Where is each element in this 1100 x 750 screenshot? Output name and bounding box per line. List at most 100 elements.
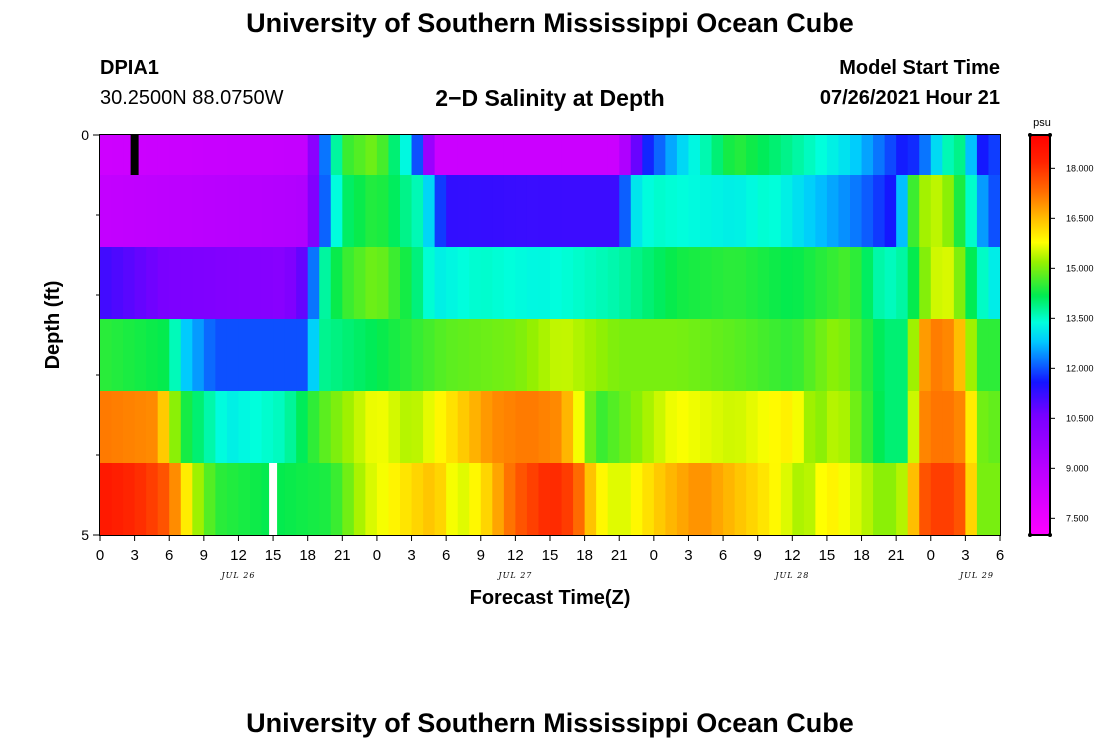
heatmap-cell [111,175,124,248]
heatmap-cell [111,463,124,536]
heatmap-cell [353,391,366,464]
heatmap-cell [492,175,505,248]
date-label: JUL 27 [496,571,532,580]
colorbar-segment [1030,283,1050,286]
colorbar-segment [1030,451,1050,454]
heatmap-cell [273,247,286,320]
page-title: University of Southern Mississippi Ocean… [246,8,854,38]
heatmap-cell [538,175,551,248]
heatmap-cell [203,247,216,320]
heatmap-cell [596,391,609,464]
heatmap-cell [757,391,770,464]
heatmap-cell [250,463,263,536]
x-axis-label: Forecast Time(Z) [470,587,631,609]
heatmap-cell [330,463,343,536]
colorbar-segment [1030,305,1050,308]
colorbar-segment [1030,263,1050,266]
heatmap-cell [550,135,563,176]
heatmap-cell [376,247,390,320]
heatmap-cell [850,391,863,464]
heatmap-cell [353,175,366,248]
colorbar-segment [1030,399,1050,402]
heatmap-cell [988,463,1001,536]
colorbar-tick-label: 15.000 [1066,263,1094,273]
heatmap-cell [157,247,170,320]
heatmap-cell [526,463,540,536]
colorbar-segment [1030,517,1050,520]
heatmap-cell [203,463,216,536]
heatmap-cell [261,391,274,464]
colorbar-segment [1030,421,1050,424]
time-marker [269,463,278,535]
heatmap-cell [353,247,366,320]
heatmap-cell [157,175,170,248]
colorbar-segment [1030,347,1050,350]
heatmap-cell [584,391,597,464]
heatmap-cell [100,247,113,320]
heatmap-cell [953,135,966,176]
colorbar-segment [1030,483,1050,486]
heatmap-cell [803,391,816,464]
colorbar-segment [1030,391,1050,394]
heatmap-cell [988,135,1001,176]
colorbar-segment [1030,377,1050,380]
heatmap-cell [492,319,505,392]
heatmap-cell [388,319,401,392]
heatmap-cell [123,175,136,248]
heatmap-cell [896,175,909,248]
colorbar-segment [1030,169,1050,172]
colorbar-segment [1030,369,1050,372]
heatmap-cell [296,247,309,320]
heatmap-cell [538,463,551,536]
colorbar-segment [1030,173,1050,176]
heatmap-cell [907,247,920,320]
colorbar-segment [1030,311,1050,314]
heatmap-cell [457,391,470,464]
heatmap-cell [342,319,355,392]
colorbar-segment [1030,407,1050,410]
colorbar-segment [1030,363,1050,366]
colorbar-segment [1030,189,1050,192]
colorbar-segment [1030,197,1050,200]
heatmap-cell [734,391,747,464]
colorbar-segment [1030,519,1050,522]
chart-subtitle: 2−D Salinity at Depth [435,85,665,111]
x-tick-label: 3 [407,547,415,564]
heatmap-cell [596,463,609,536]
heatmap-cell [457,175,470,248]
heatmap-cell [838,247,851,320]
heatmap-cell [284,135,297,176]
heatmap-cell [630,175,643,248]
heatmap-cell [803,319,816,392]
colorbar-segment [1030,277,1050,280]
colorbar-segment [1030,313,1050,316]
heatmap-cell [273,391,286,464]
heatmap-cell [884,175,897,248]
colorbar-segment [1030,231,1050,234]
heatmap-cell [965,175,978,248]
heatmap-cell [988,391,1001,464]
colorbar-segment [1030,155,1050,158]
colorbar-segment [1030,235,1050,238]
heatmap-cell [965,247,978,320]
heatmap-cell [480,391,493,464]
heatmap-cell [573,175,586,248]
heatmap-cell [873,391,886,464]
heatmap-cell [180,247,193,320]
heatmap-cell [711,135,724,176]
colorbar-segment [1030,443,1050,446]
heatmap-cell [873,463,886,536]
heatmap-cell [100,391,113,464]
heatmap-cell [688,319,701,392]
heatmap-cell [226,391,240,464]
heatmap-cell [226,247,240,320]
colorbar-segment [1030,413,1050,416]
heatmap-cell [642,247,655,320]
heatmap-cell [123,319,136,392]
colorbar-segment [1030,435,1050,438]
heatmap-cell [630,135,643,176]
heatmap-cell [423,247,436,320]
colorbar-segment [1030,201,1050,204]
colorbar-segment [1030,431,1050,434]
model-start-label: Model Start Time [839,57,1000,79]
